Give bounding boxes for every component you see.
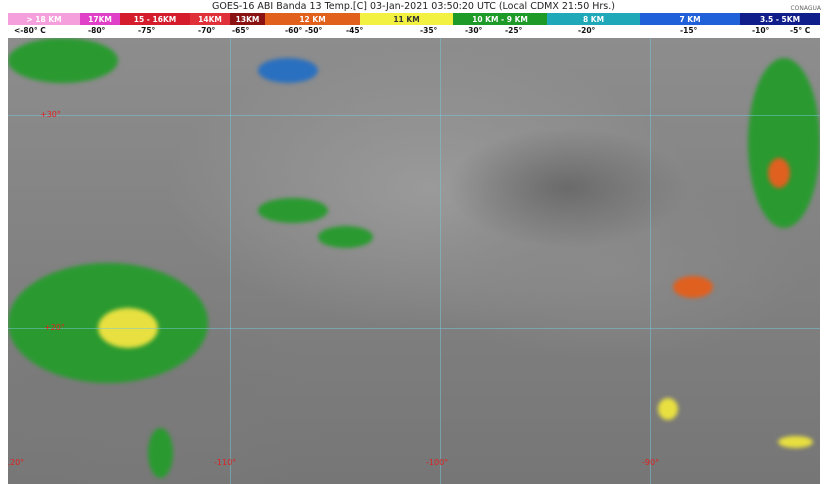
cloud-nw xyxy=(8,38,118,83)
temperature-label: -25° xyxy=(505,26,523,35)
temperature-label: -35° xyxy=(420,26,438,35)
image-title: GOES-16 ABI Banda 13 Temp.[C] 03-Jan-202… xyxy=(212,1,615,12)
legend-segment: > 18 KM xyxy=(8,13,80,25)
temperature-label: -75° xyxy=(138,26,156,35)
label-lon110: -110° xyxy=(214,458,237,467)
temperature-label: -20° xyxy=(578,26,596,35)
temperature-scale: <-80° C -80° -75° -70° -65° -60° -50° -45° -35°… xyxy=(0,26,827,38)
temperature-label: -30° xyxy=(465,26,483,35)
label-lon120: -120° xyxy=(8,458,25,467)
gridline-lon90 xyxy=(650,38,651,484)
legend-segment: 15 - 16KM xyxy=(120,13,190,25)
temperature-label: -15° xyxy=(680,26,698,35)
cloud-sierra2 xyxy=(318,226,373,248)
gridline-lat30 xyxy=(8,115,820,116)
temperature-label: -10° xyxy=(752,26,770,35)
gridline-lon100 xyxy=(440,38,441,484)
cloud-guatemala xyxy=(658,398,678,420)
temperature-label: -60° -50° xyxy=(285,26,323,35)
cloud-north xyxy=(258,58,318,83)
label-lat20: +20° xyxy=(44,323,65,332)
legend-segment: 3.5 - 5KM xyxy=(740,13,820,25)
temperature-label: -45° xyxy=(346,26,364,35)
gridline-lon110 xyxy=(230,38,231,484)
cloud-yucatan xyxy=(673,276,713,298)
temperature-label: -5° C xyxy=(790,26,811,35)
cloud-caribbean xyxy=(778,436,813,448)
cloud-east-core xyxy=(768,158,790,188)
cloud-south xyxy=(148,428,173,478)
conagua-logo: CONAGUA xyxy=(790,5,821,12)
temperature-label: -70° xyxy=(198,26,216,35)
legend-segment: 11 KM xyxy=(360,13,453,25)
legend-segment: 10 KM - 9 KM xyxy=(453,13,547,25)
legend-segment: 12 KM xyxy=(265,13,360,25)
label-lat30: +30° xyxy=(40,110,61,119)
temperature-label: <-80° C xyxy=(14,26,46,35)
legend-segment: 14KM xyxy=(190,13,230,25)
satellite-map: +30° +20° -120° -110° -100° -90° xyxy=(8,38,820,484)
legend-segment: 7 KM xyxy=(640,13,740,25)
legend-segment: 8 KM xyxy=(547,13,640,25)
label-lon100: -100° xyxy=(426,458,449,467)
cloud-sierra xyxy=(258,198,328,223)
legend-color-bar: > 18 KM 17KM 15 - 16KM 14KM 13KM 12 KM 11 KM 10… xyxy=(8,13,820,25)
temperature-label: -65° xyxy=(232,26,250,35)
gridline-lat20 xyxy=(8,328,820,329)
label-lon90: -90° xyxy=(642,458,660,467)
legend-segment: 13KM xyxy=(230,13,265,25)
cloud-east xyxy=(748,58,820,228)
temperature-label: -80° xyxy=(88,26,106,35)
legend-segment: 17KM xyxy=(80,13,120,25)
